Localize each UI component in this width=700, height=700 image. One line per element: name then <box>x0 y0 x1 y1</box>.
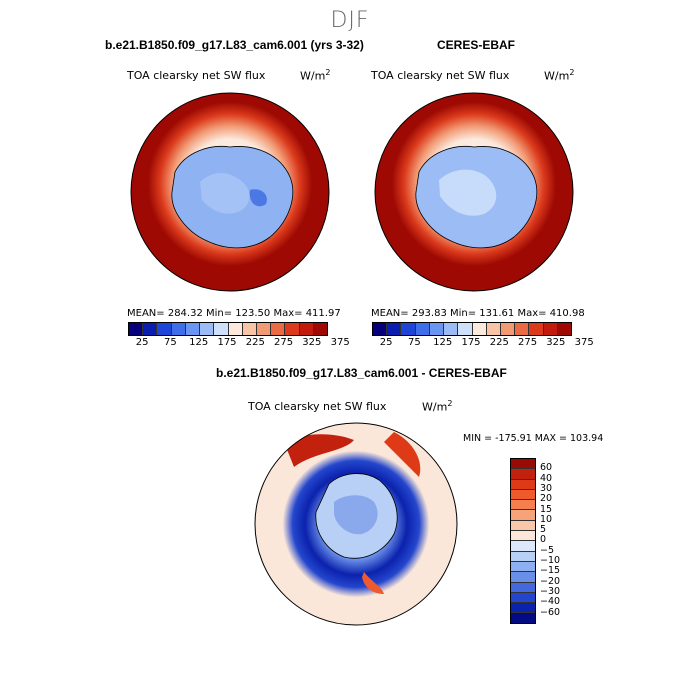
colorbar-swatch <box>214 323 229 335</box>
colorbar-swatch <box>200 323 215 335</box>
colorbar-swatch <box>401 323 416 335</box>
diff-stats: MIN = -175.91 MAX = 103.94 <box>463 433 604 444</box>
colorbar-tick-label: 175 <box>461 337 481 348</box>
diff-colorbar-labels: 60 40 30 20 15 10 5 0 −5 −10 −15 −20 −30 −40 −60 <box>540 458 580 628</box>
colorbar-tick-label: −10 <box>540 555 561 566</box>
colorbar-swatch <box>511 479 535 490</box>
colorbar-tick-label: 125 <box>189 337 209 348</box>
colorbar-swatch <box>458 323 473 335</box>
colorbar-tick-label: −30 <box>540 585 561 597</box>
colorbar-tick-label: 15 <box>540 503 553 515</box>
colorbar-swatch <box>415 323 430 335</box>
colorbar-tick-label: 225 <box>489 337 509 348</box>
colorbar-tick-label: 30 <box>540 482 553 494</box>
obs-panel-title: CERES-EBAF <box>437 38 516 52</box>
colorbar-tick-label: 5 <box>540 524 547 536</box>
colorbar-swatch <box>511 572 535 583</box>
colorbar-swatch <box>185 323 201 335</box>
diff-panel-title: b.e21.B1850.f09_g17.L83_cam6.001 - CERES… <box>216 366 507 380</box>
colorbar-swatch <box>157 323 172 335</box>
colorbar-swatch <box>387 323 402 335</box>
colorbar-swatch <box>511 603 535 614</box>
colorbar-tick-label: 25 <box>135 337 149 348</box>
colorbar-tick-label: −40 <box>540 596 561 608</box>
model-polar-map <box>130 92 330 292</box>
colorbar-swatch <box>511 592 535 604</box>
colorbar-tick-label: 375 <box>330 337 350 348</box>
colorbar-swatch <box>515 323 530 335</box>
colorbar-tick-label: −60 <box>540 606 561 618</box>
colorbar-swatch <box>429 323 445 335</box>
diff-polar-map <box>254 422 458 626</box>
colorbar-swatch <box>511 500 535 511</box>
colorbar-swatch <box>511 582 535 593</box>
colorbar-tick-label: 275 <box>274 337 294 348</box>
colorbar-swatch <box>129 323 144 335</box>
colorbar-swatch <box>557 323 572 335</box>
colorbar-tick-label: 75 <box>408 337 421 348</box>
colorbar-tick-label: 40 <box>540 472 553 484</box>
colorbar-tick-label: −5 <box>540 544 555 556</box>
colorbar-tick-label: 0 <box>540 534 547 546</box>
colorbar-swatch <box>511 469 535 480</box>
colorbar-tick-label: 125 <box>433 337 453 348</box>
colorbar-swatch <box>486 323 501 335</box>
colorbar-swatch <box>444 323 459 335</box>
colorbar-swatch <box>143 323 158 335</box>
colorbar-swatch <box>511 489 535 501</box>
colorbar-tick-label: 375 <box>574 337 594 348</box>
obs-colorbar <box>372 322 572 336</box>
colorbar-swatch <box>511 541 535 552</box>
colorbar-swatch <box>285 323 300 335</box>
colorbar-swatch <box>228 323 243 335</box>
model-variable-label: TOA clearsky net SW flux <box>127 69 266 82</box>
colorbar-tick-label: 225 <box>245 337 265 348</box>
colorbar-swatch <box>511 561 535 573</box>
season-title: DJF <box>330 8 370 33</box>
colorbar-swatch <box>529 323 544 335</box>
colorbar-swatch <box>511 520 535 532</box>
obs-polar-map <box>374 92 574 292</box>
colorbar-tick-label: 325 <box>546 337 566 348</box>
diff-colorbar <box>510 458 536 624</box>
colorbar-swatch <box>511 551 535 562</box>
colorbar-tick-label: 275 <box>518 337 538 348</box>
diff-units-label: W/m2 <box>422 399 453 414</box>
colorbar-swatch <box>299 323 314 335</box>
colorbar-tick-label: 325 <box>302 337 322 348</box>
obs-variable-label: TOA clearsky net SW flux <box>371 69 510 82</box>
colorbar-swatch <box>271 323 286 335</box>
colorbar-swatch <box>313 323 328 335</box>
colorbar-tick-label: 60 <box>540 462 553 474</box>
colorbar-tick-label: 20 <box>540 493 553 505</box>
model-units-label: W/m2 <box>300 68 331 83</box>
obs-stats: MEAN= 293.83 Min= 131.61 Max= 410.98 <box>371 308 585 319</box>
colorbar-swatch <box>242 323 257 335</box>
obs-units-label: W/m2 <box>544 68 575 83</box>
colorbar-swatch <box>256 323 272 335</box>
colorbar-swatch <box>472 323 487 335</box>
colorbar-tick-label: 75 <box>164 337 177 348</box>
model-panel-title: b.e21.B1850.f09_g17.L83_cam6.001 (yrs 3-… <box>105 38 364 52</box>
colorbar-tick-label: 10 <box>540 513 553 525</box>
colorbar-swatch <box>511 531 535 542</box>
colorbar-tick-label: 175 <box>217 337 237 348</box>
colorbar-swatch <box>511 510 535 521</box>
colorbar-swatch <box>373 323 388 335</box>
model-stats: MEAN= 284.32 Min= 123.50 Max= 411.97 <box>127 308 341 319</box>
colorbar-tick-label: 25 <box>379 337 393 348</box>
colorbar-swatch <box>511 459 535 470</box>
colorbar-swatch <box>171 323 186 335</box>
colorbar-tick-label: −15 <box>540 565 561 577</box>
colorbar-swatch <box>543 323 558 335</box>
colorbar-swatch <box>500 323 516 335</box>
colorbar-tick-label: −20 <box>540 575 561 587</box>
colorbar-swatch <box>511 613 535 623</box>
diff-variable-label: TOA clearsky net SW flux <box>248 400 387 413</box>
model-colorbar <box>128 322 328 336</box>
